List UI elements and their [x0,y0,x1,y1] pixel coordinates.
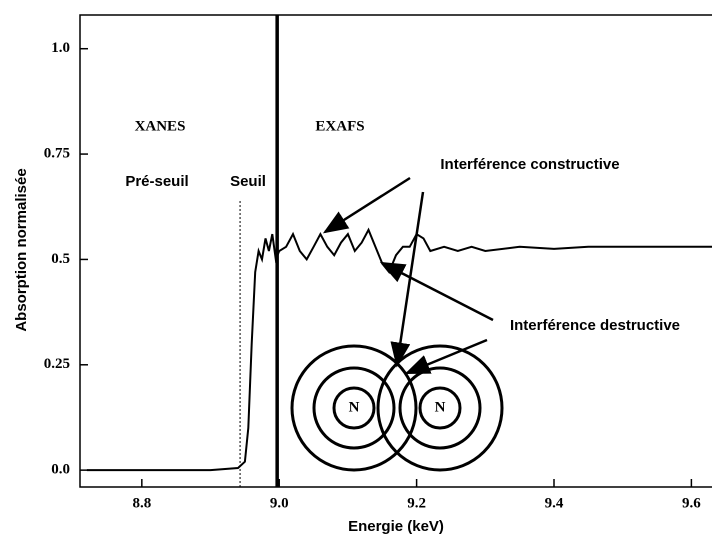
annotation: Seuil [230,173,266,190]
y-tick-label: 0.25 [44,356,70,372]
circle-label: N [435,399,446,415]
y-tick-label: 0.5 [51,251,70,267]
circle-label: N [349,399,360,415]
y-tick-label: 0.75 [44,146,70,162]
x-tick-label: 9.4 [545,495,564,511]
annotation: Pré-seuil [125,173,188,190]
x-tick-label: 8.8 [132,495,151,511]
annotation: XANES [135,118,186,134]
x-axis-label: Energie (keV) [348,518,444,535]
annotation: EXAFS [315,118,364,134]
x-tick-label: 9.2 [407,495,426,511]
y-axis-label: Absorption normalisée [13,168,30,331]
axis-frame [79,14,712,488]
y-tick-label: 0.0 [51,462,70,478]
y-tick-label: 1.0 [51,40,70,56]
arrows [322,176,494,375]
annotation: Interférence destructive [510,317,680,334]
spectrum-line [86,227,712,472]
annotation: Interférence constructive [440,156,619,173]
x-tick-label: 9.0 [270,495,289,511]
x-tick-label: 9.6 [682,495,701,511]
circles [290,344,504,472]
